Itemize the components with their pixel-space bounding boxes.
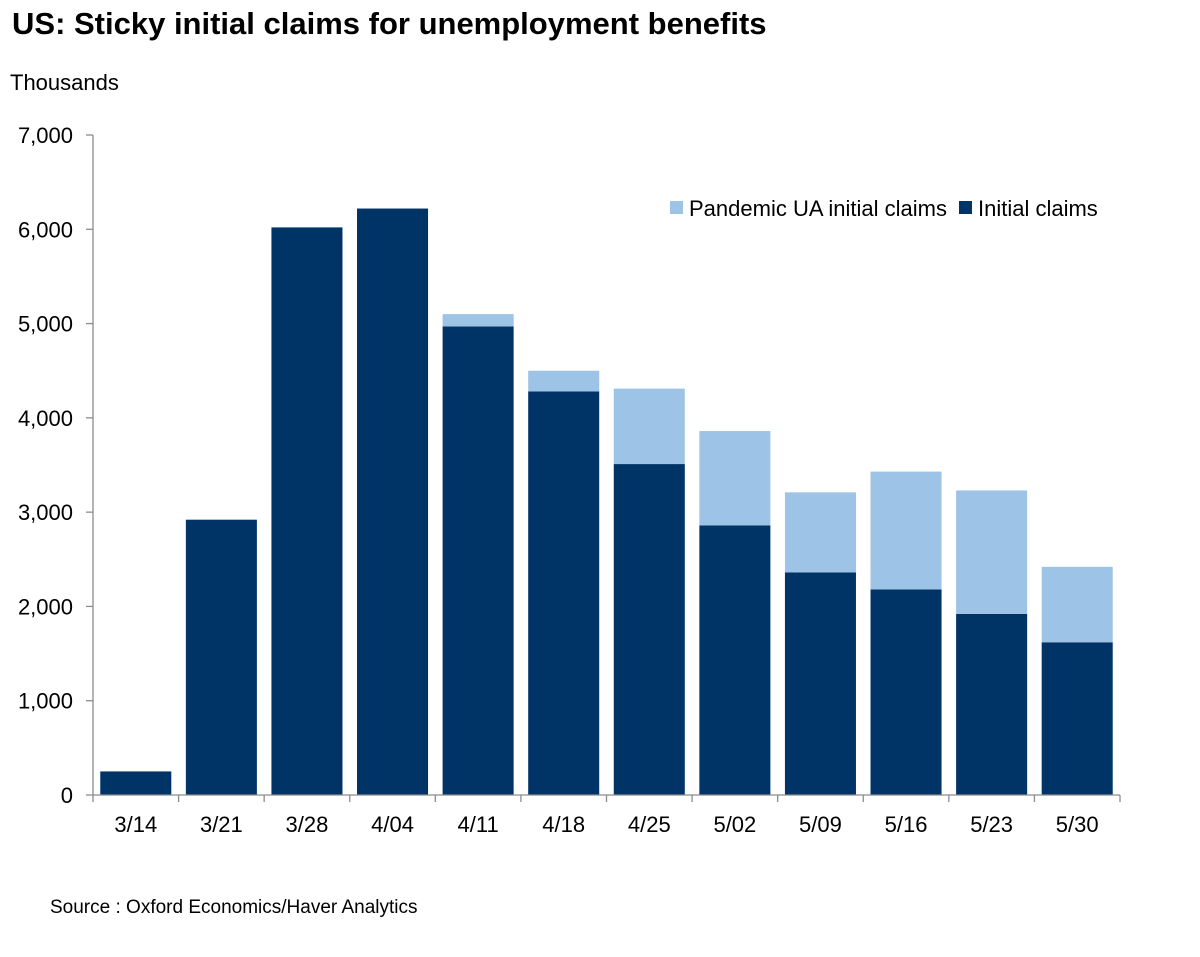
bar-pandemic-ua-4-18 [528,370,600,392]
bar-initial-claims-4-11 [442,326,514,795]
bar-pandemic-ua-4-25 [613,388,685,465]
bar-initial-claims-4-04 [357,208,429,796]
legend: Pandemic UA initial claims Initial claims [670,196,1098,221]
y-tick-label: 4,000 [18,406,73,431]
bar-initial-claims-3-14 [100,771,172,795]
y-axis-unit-label: Thousands [10,70,119,95]
x-tick-label: 3/14 [114,812,157,837]
x-tick-label: 4/25 [628,812,671,837]
x-tick-label: 3/28 [286,812,329,837]
legend-swatch-pandemic-ua [670,201,683,214]
bar-initial-claims-5-30 [1041,642,1113,795]
bar-initial-claims-4-25 [613,464,685,795]
bar-initial-claims-4-18 [528,391,600,795]
bar-pandemic-ua-5-02 [699,431,771,526]
y-tick-label: 1,000 [18,689,73,714]
y-tick-label: 0 [61,783,73,808]
bar-pandemic-ua-4-11 [442,314,514,327]
legend-swatch-initial-claims [958,201,972,214]
y-tick-label: 7,000 [18,123,73,148]
bar-initial-claims-3-21 [185,519,257,795]
x-tick-label: 5/23 [970,812,1013,837]
y-tick-label: 5,000 [18,312,73,337]
bar-initial-claims-5-09 [784,572,856,795]
bar-pandemic-ua-5-30 [1041,566,1113,643]
legend-label-pandemic-ua: Pandemic UA initial claims [689,196,947,221]
x-tick-label: 5/30 [1056,812,1099,837]
source-note: Source : Oxford Economics/Haver Analytic… [50,897,418,918]
chart-title: US: Sticky initial claims for unemployme… [12,6,767,41]
bars-group [100,208,1113,796]
y-tick-label: 3,000 [18,500,73,525]
legend-label-initial-claims: Initial claims [978,196,1098,221]
bar-pandemic-ua-5-23 [956,490,1028,614]
x-tick-label: 5/16 [885,812,928,837]
x-tick-label: 5/02 [713,812,756,837]
y-tick-label: 6,000 [18,217,73,242]
bar-initial-claims-3-28 [271,227,343,795]
bar-initial-claims-5-16 [870,589,942,795]
x-tick-label: 5/09 [799,812,842,837]
x-tick-label: 4/18 [542,812,585,837]
x-tick-label: 3/21 [200,812,243,837]
x-tick-label: 4/11 [458,812,499,837]
bar-pandemic-ua-5-16 [870,471,942,590]
bar-initial-claims-5-02 [699,525,771,795]
axes-group: 0 1,000 2,000 3,000 4,000 5,000 6,000 7,000 3/14… [18,123,1121,837]
y-tick-label: 2,000 [18,594,73,619]
bar-initial-claims-5-23 [956,613,1028,795]
bar-pandemic-ua-5-09 [784,492,856,573]
x-tick-label: 4/04 [371,812,414,837]
